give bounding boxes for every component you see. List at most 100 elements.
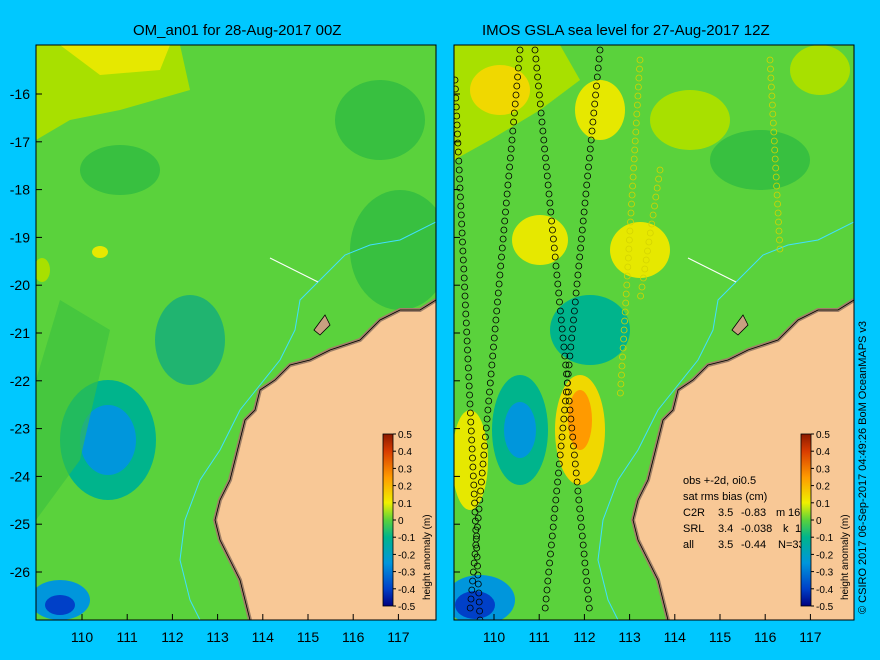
observation-point [552, 496, 560, 504]
observation-point [772, 164, 780, 172]
colorbar-tick-label: 0.4 [816, 447, 830, 458]
observation-point [555, 289, 563, 297]
observation-point [558, 433, 566, 441]
observation-point [621, 308, 629, 316]
observation-point [531, 46, 539, 54]
colorbar-tick-label: -0.1 [816, 533, 834, 544]
observation-point [489, 352, 497, 360]
right-anomaly-low-w-core [504, 402, 536, 458]
lat-tick-label: -17 [10, 134, 30, 150]
svg-text:SRL: SRL [683, 523, 704, 535]
observation-point [555, 469, 562, 477]
observation-point [542, 595, 550, 603]
observation-point [486, 379, 494, 387]
observation-point [583, 577, 591, 585]
observation-point [454, 103, 460, 111]
observation-point [559, 334, 567, 342]
observation-point [475, 589, 483, 597]
observation-point [534, 73, 541, 81]
lon-tick-label: 114 [252, 629, 275, 645]
observation-point [630, 164, 637, 172]
observation-point [554, 280, 562, 288]
observation-point [516, 46, 524, 54]
observation-point [513, 82, 521, 90]
observation-point [621, 317, 628, 325]
observation-point [492, 316, 500, 324]
observation-point [552, 262, 560, 270]
observation-point [553, 487, 561, 495]
observation-point [454, 85, 459, 93]
observation-point [560, 343, 568, 351]
observation-point [490, 334, 498, 342]
observation-point [648, 220, 656, 228]
observation-point [508, 136, 516, 144]
observation-point [576, 253, 584, 261]
lon-tick-label: 111 [529, 629, 550, 645]
observation-point [591, 100, 599, 108]
colorbar-tick-label: -0.5 [816, 602, 834, 613]
observation-point [536, 91, 543, 99]
left-anomaly-low-mid [155, 295, 225, 385]
observation-point [581, 199, 589, 207]
observation-point [770, 137, 778, 145]
right-coastline [632, 299, 854, 620]
observation-point [771, 146, 779, 154]
svg-text:3.4: 3.4 [718, 523, 733, 535]
observation-point [638, 283, 646, 291]
lat-tick-label: -20 [10, 277, 30, 293]
observation-point [589, 118, 597, 126]
observation-point [456, 175, 464, 183]
colorbar-tick-label: -0.2 [816, 550, 834, 561]
observation-point [636, 65, 643, 73]
observation-point [626, 236, 633, 244]
observation-point [632, 119, 640, 127]
lon-tick-label: 116 [342, 629, 365, 645]
svg-text:m: m [776, 507, 785, 519]
observation-point [510, 118, 517, 126]
observation-point [637, 292, 644, 300]
observation-point [547, 208, 555, 216]
observation-point [630, 155, 638, 163]
observation-point [458, 220, 466, 228]
lon-tick-label: 112 [573, 629, 596, 645]
observation-point [515, 64, 522, 72]
observation-point [455, 166, 463, 174]
observation-point [575, 262, 583, 270]
observation-point [544, 577, 552, 585]
lat-tick-label: -25 [10, 516, 30, 532]
observation-point [565, 361, 573, 369]
right-shelf-contour [597, 221, 854, 620]
observation-point [461, 292, 469, 300]
observation-point [455, 157, 463, 165]
observation-point [562, 361, 570, 369]
observation-point [571, 451, 578, 459]
observation-point [571, 307, 578, 315]
observation-point [544, 181, 552, 189]
observation-point [776, 245, 784, 253]
observation-point [560, 415, 568, 423]
right-australia-land [633, 300, 854, 620]
observation-point [775, 227, 783, 235]
observation-point [543, 163, 550, 171]
observation-point [460, 274, 468, 282]
observation-point [469, 568, 477, 576]
observation-point [502, 208, 509, 216]
lat-tick-label: -23 [10, 421, 30, 437]
observation-point [465, 382, 473, 390]
observation-point [585, 595, 592, 603]
stats-box: obs +-2d, oi0.5 sat rms bias (cm) C2R 3.… [683, 475, 811, 551]
lat-axis: -16 -17 -18 -19 -20 -21 -22 -23 -24 -25 -26 [10, 86, 460, 580]
observation-point [461, 283, 469, 291]
right-anomaly-low-c [550, 295, 630, 365]
observation-point [540, 136, 548, 144]
observation-point [467, 418, 475, 426]
left-anomaly-patch [80, 145, 160, 195]
observation-point [578, 235, 585, 243]
observation-point [653, 184, 661, 192]
observation-point [625, 245, 633, 253]
left-transect-line [269, 257, 319, 283]
observation-point [768, 83, 775, 91]
observation-point [618, 362, 626, 370]
colorbar-tick-label: -0.4 [398, 585, 416, 596]
